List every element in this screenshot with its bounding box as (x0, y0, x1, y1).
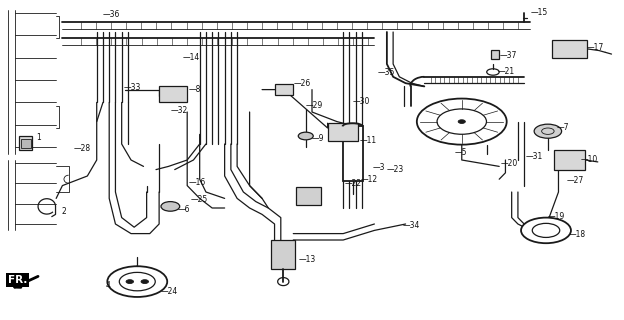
Text: —5: —5 (454, 148, 467, 157)
Text: —11: —11 (359, 136, 376, 145)
Text: —26: —26 (293, 79, 311, 88)
FancyBboxPatch shape (21, 139, 31, 148)
Text: —6: —6 (178, 205, 190, 214)
Text: —13: —13 (298, 255, 316, 264)
Text: —36: —36 (103, 10, 120, 19)
Bar (491, 50, 499, 59)
Text: —25: —25 (190, 195, 208, 204)
Text: 1: 1 (36, 133, 41, 142)
Circle shape (126, 280, 134, 284)
Text: —33: —33 (124, 84, 141, 92)
Circle shape (298, 132, 313, 140)
Text: —8: —8 (188, 85, 201, 94)
Text: —37: —37 (499, 52, 517, 60)
Text: —7: —7 (557, 124, 569, 132)
Circle shape (534, 124, 562, 138)
Text: 2: 2 (61, 207, 66, 216)
Text: —20: —20 (501, 159, 519, 168)
Text: —14: —14 (183, 53, 200, 62)
Text: —16: —16 (189, 178, 207, 187)
Circle shape (521, 218, 571, 243)
Text: —31: —31 (525, 152, 543, 161)
Text: —32: —32 (170, 106, 188, 115)
Text: —23: —23 (387, 165, 404, 174)
FancyBboxPatch shape (296, 187, 321, 205)
Circle shape (141, 280, 149, 284)
Circle shape (161, 202, 180, 211)
Text: —18: —18 (569, 230, 586, 239)
Circle shape (417, 99, 507, 145)
Text: —15: —15 (530, 8, 548, 17)
Text: —12: —12 (361, 175, 378, 184)
Circle shape (458, 120, 466, 124)
FancyBboxPatch shape (328, 123, 358, 141)
FancyBboxPatch shape (275, 84, 293, 95)
Text: —3: —3 (373, 164, 385, 172)
Text: 4: 4 (106, 281, 111, 290)
Text: —9: —9 (312, 134, 324, 143)
FancyBboxPatch shape (159, 86, 187, 102)
Bar (343, 126, 363, 181)
Text: —27: —27 (567, 176, 584, 185)
FancyBboxPatch shape (19, 136, 32, 150)
Text: —28: —28 (74, 144, 90, 153)
FancyBboxPatch shape (552, 40, 587, 58)
Text: —10: —10 (580, 156, 598, 164)
Text: —22: —22 (345, 180, 362, 188)
Text: —17: —17 (587, 44, 604, 52)
Text: —19: —19 (547, 212, 565, 221)
Text: —34: —34 (402, 221, 420, 230)
Text: —29: —29 (306, 101, 323, 110)
FancyBboxPatch shape (271, 240, 295, 269)
Text: —30: —30 (353, 97, 370, 106)
Text: FR.: FR. (7, 275, 27, 285)
Text: —21: —21 (498, 68, 515, 76)
Circle shape (107, 266, 167, 297)
Text: —35: —35 (378, 68, 395, 77)
Text: —24: —24 (161, 287, 178, 296)
FancyBboxPatch shape (554, 150, 585, 170)
